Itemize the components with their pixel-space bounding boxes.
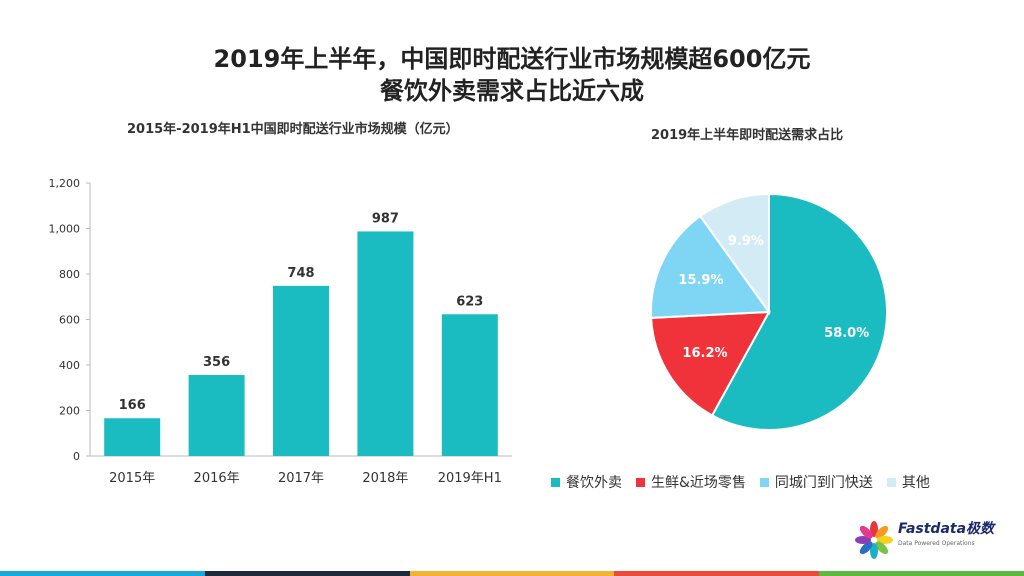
x-tick-label: 2019年H1 [438,471,502,486]
bar-value-label: 166 [119,398,146,413]
bar-value-label: 748 [287,266,314,281]
bar-value-label: 356 [203,355,230,370]
pie-slice [650,214,771,319]
x-tick-label: 2017年 [278,471,324,486]
x-tick-label: 2015年 [109,471,155,486]
bar-value-label: 623 [456,294,483,309]
legend-label-fresh: 生鲜&近场零售 [651,475,746,491]
legend-item-courier: 同城门到门快送 [759,472,873,492]
y-tick-label: 200 [59,405,80,418]
legend-label-courier: 同城门到门快送 [774,475,873,491]
footer-color-segment [204,571,410,576]
legend-swatch-fresh [636,477,645,487]
logo-name: Fastdata极数 [898,521,995,537]
pie-legend: 餐饮外卖 生鲜&近场零售 同城门到门快送 其他 [551,472,944,492]
footer-color-segment [0,571,205,576]
footer-color-segment [409,571,615,576]
legend-item-other: 其他 [886,472,930,492]
y-tick-label: 600 [59,314,80,327]
bar [273,285,329,456]
footer-color-segment [819,571,1024,576]
pie-slice [698,192,770,316]
legend-swatch-other [886,477,896,487]
legend-label-other: 其他 [901,475,930,491]
brand-logo: Fastdata极数 Data Powered Operations [852,514,1002,564]
pie-value-label: 15.9% [678,273,723,288]
footer-color-segment [614,571,820,576]
pie-value-label: 16.2% [682,346,727,361]
bar-chart-title: 2015年-2019年H1中国即时配送行业市场规模（亿元） [127,122,459,137]
y-tick-label: 1,200 [49,177,81,190]
x-tick-label: 2018年 [362,471,408,486]
logo-tagline: Data Powered Operations [898,540,975,547]
pie-value-label: 58.0% [824,326,869,341]
legend-label-food: 餐饮外卖 [566,475,622,491]
x-tick-label: 2016年 [194,471,240,486]
bar-value-label: 987 [372,211,399,226]
bar [441,314,498,456]
y-tick-label: 0 [73,450,80,463]
page-subtitle: 餐饮外卖需求占比近六成 [380,77,644,105]
y-tick-label: 400 [59,359,80,372]
y-tick-label: 800 [59,268,80,281]
y-tick-label: 1,000 [49,223,81,236]
pie-slice [650,310,771,417]
legend-item-fresh: 生鲜&近场零售 [636,472,746,492]
legend-swatch-food [551,477,560,487]
bar [104,418,161,456]
pie-value-label: 9.9% [728,234,764,249]
page-title: 2019年上半年，中国即时配送行业市场规模超600亿元 [213,45,811,73]
footer-color-bar [0,571,1024,576]
bar [188,375,245,456]
pie-slice [710,192,888,431]
flower-icon [855,521,893,559]
bar [357,231,414,456]
pie-chart-title: 2019年上半年即时配送需求占比 [651,128,844,143]
legend-item-food: 餐饮外卖 [551,472,622,492]
legend-swatch-courier [759,477,769,487]
